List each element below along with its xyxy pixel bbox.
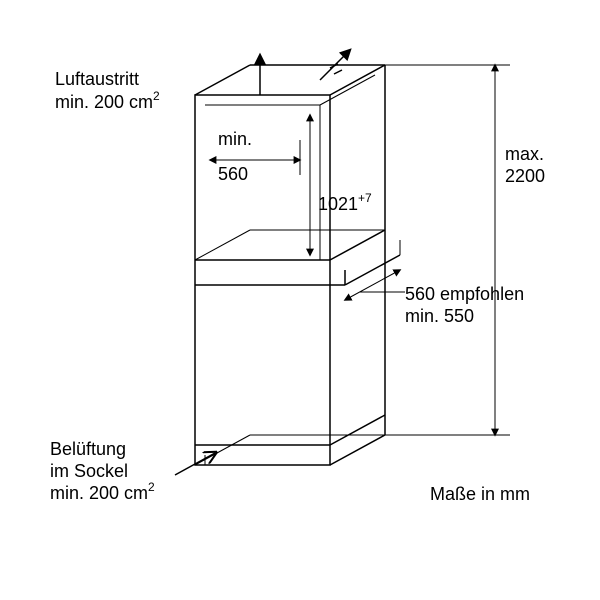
depth-dimension: 560 empfohlen min. 550 bbox=[345, 270, 524, 326]
niche-height-value: 1021+7 bbox=[318, 191, 372, 214]
air-outlet-label-1: Luftaustritt bbox=[55, 69, 139, 89]
depth-recommended: 560 empfohlen bbox=[405, 284, 524, 304]
plinth-ventilation: Belüftung im Sockel min. 200 cm2 bbox=[50, 439, 215, 503]
min-width-value: 560 bbox=[218, 164, 248, 184]
units-label: Maße in mm bbox=[430, 484, 530, 504]
air-outlet-label-2: min. 200 cm2 bbox=[55, 89, 160, 112]
min-width-label: min. bbox=[218, 129, 252, 149]
vent-label-2: im Sockel bbox=[50, 461, 128, 481]
installation-diagram: Luftaustritt min. 200 cm2 bbox=[0, 0, 600, 600]
vent-label-3: min. 200 cm2 bbox=[50, 480, 155, 503]
vent-label-1: Belüftung bbox=[50, 439, 126, 459]
cabinet-body bbox=[195, 65, 400, 465]
max-height-label-1: max. bbox=[505, 144, 544, 164]
max-height-dimension: max. 2200 bbox=[385, 65, 545, 435]
max-height-label-2: 2200 bbox=[505, 166, 545, 186]
width-dimension: min. 560 bbox=[210, 129, 300, 184]
depth-min: min. 550 bbox=[405, 306, 474, 326]
niche-height-dimension: 1021+7 bbox=[310, 115, 372, 255]
